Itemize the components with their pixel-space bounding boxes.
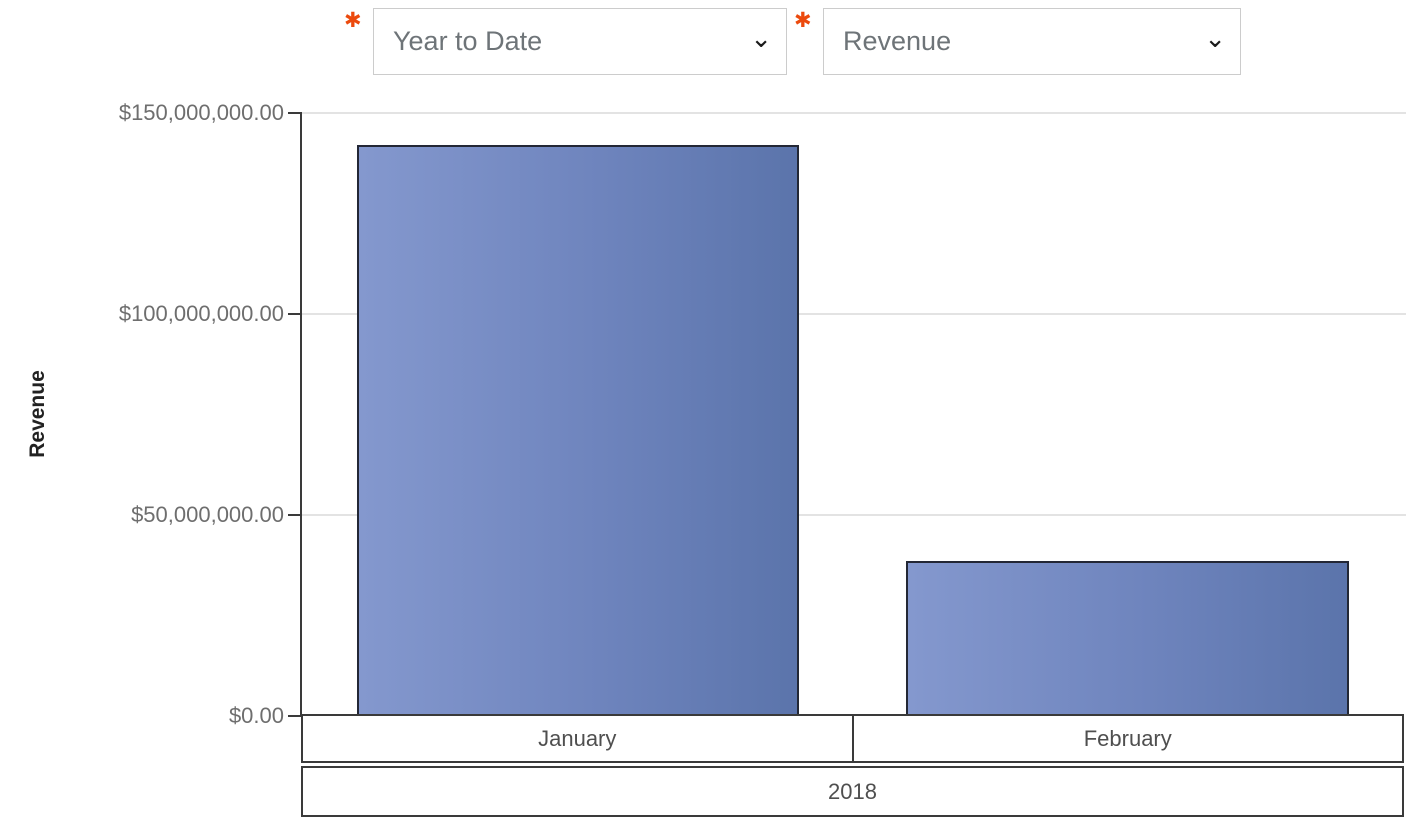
bar-february[interactable] — [906, 561, 1349, 716]
y-tick-mark — [288, 313, 302, 315]
x-axis-category-row: January February — [301, 714, 1404, 763]
y-tick-label: $150,000,000.00 — [118, 100, 284, 125]
metric-dropdown-value: Revenue — [843, 26, 952, 56]
gridline — [302, 112, 1406, 114]
gridline — [302, 514, 1406, 516]
x-axis-group-label: 2018 — [301, 766, 1404, 817]
bar-january[interactable] — [357, 145, 799, 716]
y-tick-label: $50,000,000.00 — [131, 502, 284, 527]
gridline — [302, 313, 1406, 315]
y-axis-title: Revenue — [26, 370, 49, 458]
y-tick-label: $0.00 — [228, 703, 284, 728]
y-tick-mark — [288, 514, 302, 516]
period-dropdown[interactable]: Year to Date ⌄ — [373, 8, 787, 75]
y-tick-mark — [288, 715, 302, 717]
x-axis-label-january: January — [303, 716, 854, 761]
required-asterisk-icon: ✱ — [794, 9, 812, 32]
required-asterisk-icon: ✱ — [344, 9, 362, 32]
x-axis-label-february: February — [1083, 726, 1172, 751]
y-axis-line — [300, 112, 302, 716]
metric-dropdown[interactable]: Revenue ⌄ — [823, 8, 1241, 75]
y-tick-mark — [288, 112, 302, 114]
y-tick-label: $100,000,000.00 — [118, 301, 284, 326]
period-dropdown-value: Year to Date — [393, 26, 543, 56]
